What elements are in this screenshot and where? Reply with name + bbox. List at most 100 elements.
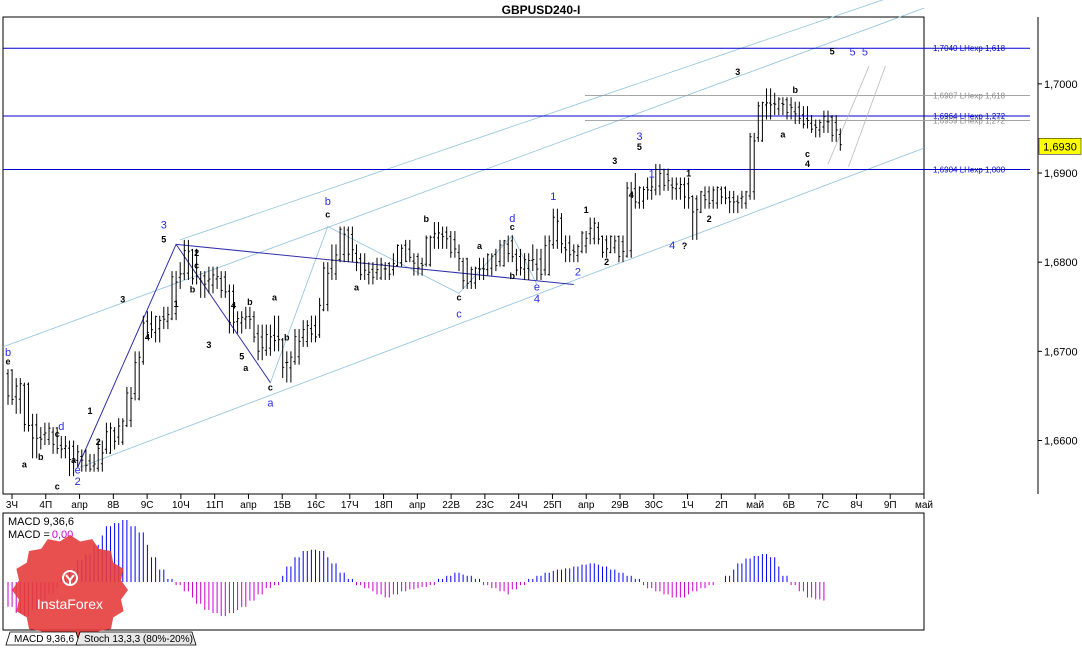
- wave-label: 2: [575, 267, 581, 279]
- x-tick-label: 9С: [141, 500, 154, 511]
- x-tick-label: 7С: [816, 500, 829, 511]
- x-tick-label: 18П: [374, 500, 392, 511]
- x-tick-label: 22В: [442, 500, 460, 511]
- wave-label: 4: [629, 190, 634, 200]
- wave-label: c: [456, 293, 461, 303]
- level-label-4: 1,6904 LHexp 1,000: [933, 165, 1006, 174]
- wave-label: 5: [239, 351, 244, 361]
- wave-line-b: [176, 243, 574, 285]
- channel-upper-line: [2, 7, 925, 348]
- wave-label: 4: [805, 159, 810, 169]
- wave-label: a: [272, 293, 278, 303]
- wave-label: a: [477, 241, 483, 251]
- wave-label: 5: [161, 235, 166, 245]
- wave-label: a: [267, 398, 274, 410]
- wave-label: c: [194, 260, 199, 270]
- wave-label: a: [243, 363, 249, 373]
- wave-label: 3: [612, 156, 617, 166]
- time-axis: 3Ч 4П апр 8В 9С 10Ч 11П апр 15В 16С 17Ч 18П апр 22В 23…: [6, 494, 933, 511]
- indicator-tabs[interactable]: MACD 9,36,6 Stoch 13,3,3 (80%-20%): [5, 631, 197, 646]
- wave-label: d: [58, 421, 64, 433]
- channel-middle-line: [179, 0, 884, 241]
- wave-label: c: [456, 308, 462, 320]
- wave-label: a: [780, 129, 786, 139]
- wave-label: 3: [206, 340, 211, 350]
- wave-label: 1: [686, 169, 691, 179]
- current-price-label: 1,6930: [1043, 141, 1077, 153]
- wave-label: 2: [707, 214, 712, 224]
- x-tick-label: 25П: [543, 500, 561, 511]
- wave-label: c: [805, 149, 810, 159]
- x-tick-label: 16С: [307, 500, 325, 511]
- tab-stoch-label[interactable]: Stoch 13,3,3 (80%-20%): [84, 634, 193, 645]
- wave-label: 4: [145, 333, 150, 343]
- chart-title: GBPUSD240-I: [502, 3, 581, 17]
- channel-lower-line: [79, 147, 925, 468]
- wave-label: b: [38, 452, 44, 462]
- wave-label: c: [55, 429, 60, 439]
- x-tick-label: апр: [578, 500, 595, 511]
- instaforex-logo: InstaForex: [12, 534, 128, 646]
- wave-label: c: [510, 222, 515, 232]
- x-tick-label: 8Ч: [850, 500, 862, 511]
- x-tick-label: 23С: [476, 500, 494, 511]
- wave-label: b: [792, 85, 798, 95]
- wave-label: 2: [96, 437, 101, 447]
- x-tick-label: 2П: [715, 500, 728, 511]
- x-tick-label: 8В: [107, 500, 120, 511]
- wave-label: 1: [174, 299, 179, 309]
- wave-label: 4: [669, 240, 675, 252]
- level-label-2: 1,6964 LHexp 1,272: [933, 112, 1006, 121]
- level-label-1: 1,6987 LHexp 1,618: [933, 91, 1006, 100]
- x-tick-label: апр: [71, 500, 88, 511]
- current-price-badge: 1,6930: [1038, 138, 1082, 155]
- x-tick-label: май: [746, 500, 764, 511]
- x-tick-label: май: [915, 500, 933, 511]
- wave-lines: [77, 65, 886, 468]
- x-tick-label: 1Ч: [681, 500, 693, 511]
- wave-label: 2: [604, 257, 609, 267]
- wave-label: 5: [850, 46, 856, 58]
- y-tick-label: 1,7000: [1044, 79, 1078, 91]
- y-tick-label: 1,6800: [1044, 257, 1078, 269]
- y-tick-label: 1,6900: [1044, 168, 1078, 180]
- wave-label: a: [354, 283, 360, 293]
- wave-label: 1: [550, 191, 556, 203]
- wave-label: 1: [649, 168, 655, 180]
- projection-line-1: [848, 65, 886, 167]
- wave-label: b: [510, 271, 516, 281]
- wave-label: b: [190, 285, 196, 295]
- wave-label: e: [75, 464, 81, 476]
- x-tick-label: 17Ч: [341, 500, 359, 511]
- wave-label: 4: [534, 293, 540, 305]
- tab-macd[interactable]: [5, 631, 81, 646]
- wave-label: e: [534, 282, 540, 294]
- wave-label: b: [5, 347, 11, 359]
- tab-macd-label[interactable]: MACD 9,36,6: [14, 634, 74, 645]
- price-bars: [6, 88, 842, 477]
- x-tick-label: 29В: [611, 500, 629, 511]
- wave-label: 3: [735, 67, 740, 77]
- x-tick-label: апр: [409, 500, 426, 511]
- level-label-3: 1,6959 LHexp 1,272: [933, 116, 1006, 125]
- wave-label: 1: [87, 406, 92, 416]
- wave-label: ?: [682, 241, 688, 251]
- wave-label: 3: [161, 219, 167, 231]
- macd-title: MACD 9,36,6: [8, 516, 74, 528]
- wave-label: 4: [231, 301, 236, 311]
- wave-label: 3: [636, 131, 642, 143]
- wave-label: a: [71, 455, 77, 465]
- wave-label: c: [268, 383, 273, 393]
- tab-stoch[interactable]: [75, 631, 197, 646]
- price-axis: 1,7000 1,6900 1,6800 1,6700 1,6600: [1038, 79, 1078, 448]
- logo-text: InstaForex: [37, 596, 103, 612]
- level-label-0: 1,7040 LHexp 1,618: [933, 44, 1006, 53]
- wave-label: 5: [862, 46, 868, 58]
- wave-label: 5: [637, 142, 642, 152]
- y-tick-label: 1,6700: [1044, 346, 1078, 358]
- wave-label: d: [509, 213, 515, 225]
- x-tick-label: 15В: [273, 500, 291, 511]
- x-tick-label: 24Ч: [510, 500, 528, 511]
